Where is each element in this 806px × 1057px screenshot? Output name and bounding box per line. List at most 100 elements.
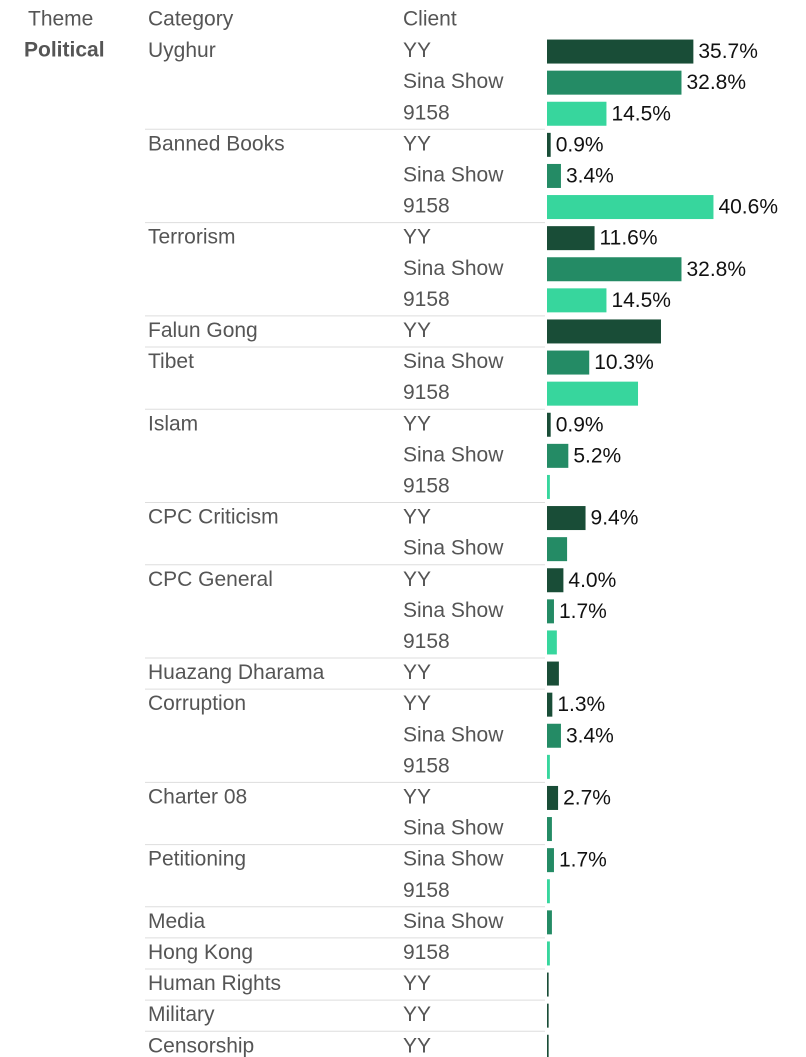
bar bbox=[547, 195, 714, 220]
bar bbox=[547, 817, 552, 842]
category: Uyghur bbox=[148, 39, 216, 62]
client: YY bbox=[403, 785, 431, 808]
client: Sina Show bbox=[403, 848, 504, 871]
client: Sina Show bbox=[403, 537, 504, 560]
client: 9158 bbox=[403, 288, 450, 311]
bar bbox=[547, 163, 561, 188]
category: Human Rights bbox=[148, 972, 281, 995]
client: 9158 bbox=[403, 630, 450, 653]
bar bbox=[547, 506, 586, 531]
bar bbox=[547, 910, 552, 935]
client: 9158 bbox=[403, 754, 450, 777]
data-label: 10.3% bbox=[594, 351, 654, 374]
category: CPC Criticism bbox=[148, 506, 279, 529]
client: Sina Show bbox=[403, 817, 504, 840]
client: Sina Show bbox=[403, 723, 504, 746]
bar bbox=[547, 70, 682, 95]
client: Sina Show bbox=[403, 257, 504, 280]
client: YY bbox=[403, 506, 431, 529]
category: Media bbox=[148, 910, 206, 933]
bar bbox=[547, 972, 549, 997]
category: Hong Kong bbox=[148, 941, 253, 964]
category: Charter 08 bbox=[148, 785, 247, 808]
category: CPC General bbox=[148, 568, 273, 591]
data-label: 14.5% bbox=[611, 289, 671, 312]
bar bbox=[547, 1034, 549, 1057]
bar bbox=[547, 692, 553, 717]
client: YY bbox=[403, 661, 431, 684]
bar bbox=[547, 474, 550, 499]
bar bbox=[547, 630, 557, 655]
data-label: 1.7% bbox=[559, 849, 607, 872]
category: Islam bbox=[148, 412, 198, 435]
data-label: 32.8% bbox=[686, 258, 746, 281]
client: 9158 bbox=[403, 101, 450, 124]
category: Corruption bbox=[148, 692, 246, 715]
bar bbox=[547, 848, 554, 873]
bar bbox=[547, 443, 569, 468]
header: Client bbox=[403, 8, 457, 31]
bar bbox=[547, 101, 607, 126]
client: YY bbox=[403, 1003, 431, 1026]
category: Petitioning bbox=[148, 848, 246, 871]
bar bbox=[547, 381, 639, 406]
client: YY bbox=[403, 568, 431, 591]
client: 9158 bbox=[403, 941, 450, 964]
data-label: 11.6% bbox=[600, 227, 658, 250]
category: Military bbox=[148, 1003, 215, 1026]
data-label: 2.7% bbox=[563, 786, 611, 809]
bar bbox=[547, 537, 568, 562]
data-label: 35.7% bbox=[698, 40, 758, 63]
client: YY bbox=[403, 412, 431, 435]
bar bbox=[547, 723, 561, 748]
bar bbox=[547, 568, 564, 593]
client: Sina Show bbox=[403, 443, 504, 466]
bar bbox=[547, 257, 682, 282]
client: Sina Show bbox=[403, 70, 504, 93]
data-label: 40.6% bbox=[718, 196, 778, 219]
data-label: 4.0% bbox=[568, 569, 616, 592]
client: YY bbox=[403, 1034, 431, 1057]
data-label: 1.7% bbox=[559, 600, 607, 623]
data-label: 9.4% bbox=[591, 507, 639, 530]
data-label: 0.9% bbox=[556, 413, 604, 436]
bar bbox=[547, 39, 694, 64]
bar bbox=[547, 941, 550, 966]
client: YY bbox=[403, 132, 431, 155]
bar bbox=[547, 350, 590, 375]
bar bbox=[547, 412, 551, 437]
data-label: 3.4% bbox=[566, 164, 614, 187]
bar bbox=[547, 879, 550, 904]
category: Banned Books bbox=[148, 132, 285, 155]
client: Sina Show bbox=[403, 910, 504, 933]
client: Sina Show bbox=[403, 599, 504, 622]
client: Sina Show bbox=[403, 163, 504, 186]
client: YY bbox=[403, 39, 431, 62]
category: Falun Gong bbox=[148, 319, 258, 342]
category: Tibet bbox=[148, 350, 194, 373]
client: Sina Show bbox=[403, 350, 504, 373]
bar bbox=[547, 132, 551, 157]
client: 9158 bbox=[403, 474, 450, 497]
client: 9158 bbox=[403, 879, 450, 902]
header: Theme bbox=[28, 8, 93, 31]
data-label: 5.2% bbox=[573, 444, 621, 467]
data-label: 1.3% bbox=[557, 693, 605, 716]
client: 9158 bbox=[403, 381, 450, 404]
bar bbox=[547, 754, 550, 779]
client: YY bbox=[403, 972, 431, 995]
category: Huazang Dharama bbox=[148, 661, 325, 684]
bar bbox=[547, 599, 554, 624]
bar bbox=[547, 319, 661, 344]
data-label: 3.4% bbox=[566, 724, 614, 747]
bar bbox=[547, 661, 559, 686]
client: 9158 bbox=[403, 195, 450, 218]
bar bbox=[547, 288, 607, 313]
client: YY bbox=[403, 226, 431, 249]
bar bbox=[547, 1003, 549, 1028]
client: YY bbox=[403, 692, 431, 715]
data-label: 14.5% bbox=[611, 102, 671, 125]
client: YY bbox=[403, 319, 431, 342]
category: Censorship bbox=[148, 1034, 254, 1057]
data-label: 32.8% bbox=[686, 71, 746, 94]
